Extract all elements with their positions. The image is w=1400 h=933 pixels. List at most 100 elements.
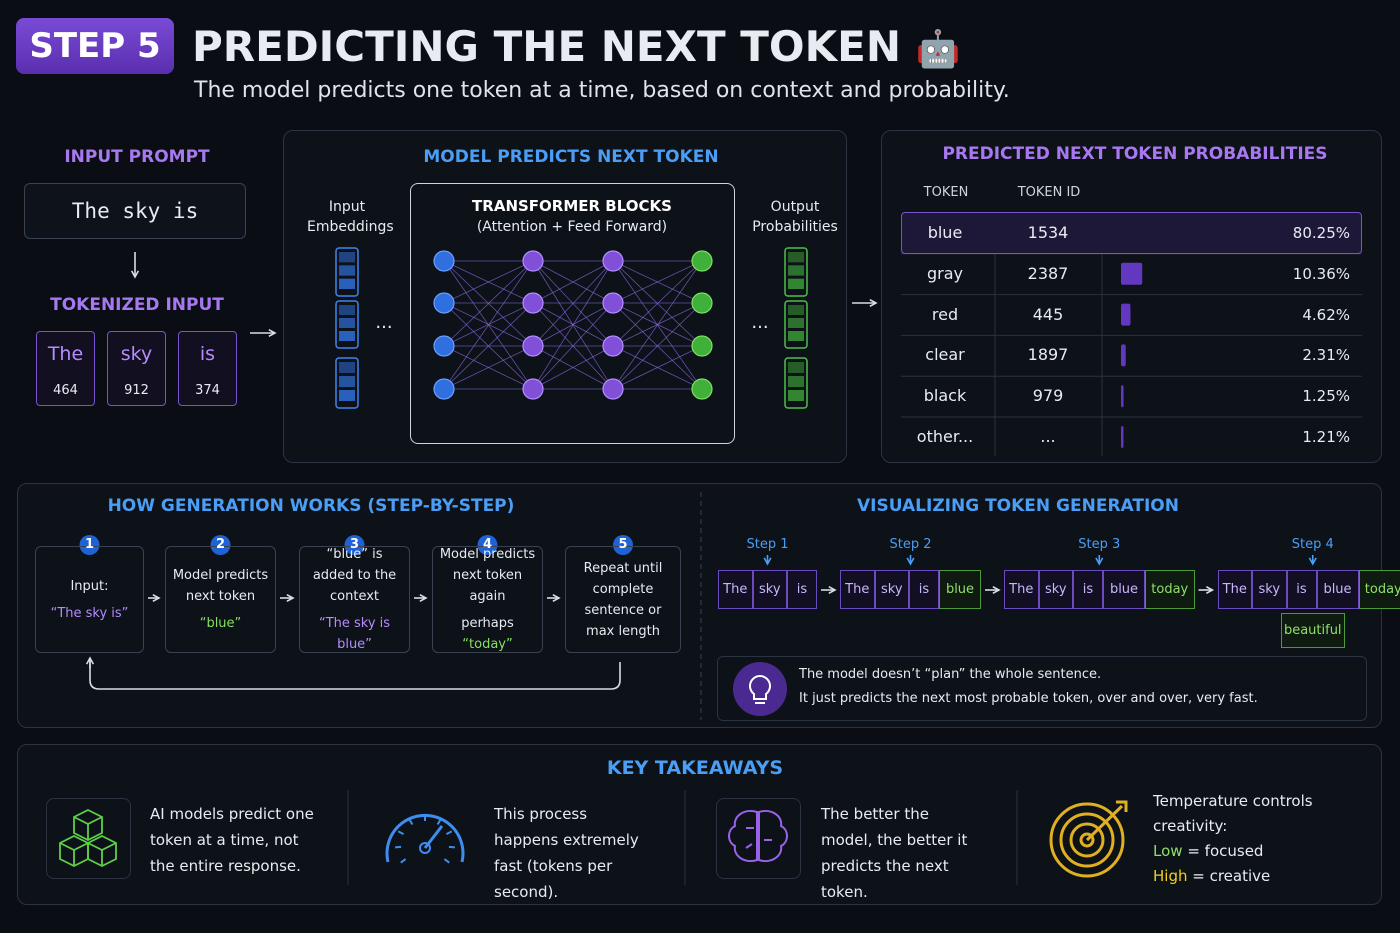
temperature-text: Temperature controls creativity:	[1153, 792, 1313, 835]
token-id-cell: 1897	[1027, 345, 1069, 365]
step-highlight: “blue”	[199, 616, 242, 631]
step-box: Model predicts next token again perhaps “…	[432, 546, 543, 653]
network-edge	[612, 260, 703, 304]
arrow-head	[85, 656, 95, 665]
arrow-head	[869, 298, 878, 308]
highlight-row	[901, 212, 1362, 254]
step-box: Model predicts next token “blue”	[165, 546, 276, 653]
step-text: Input:	[70, 578, 109, 594]
bulb-icon	[749, 674, 771, 704]
step-label: Step 1	[746, 537, 789, 553]
target-ring	[1059, 812, 1115, 868]
output-vector-cell	[788, 265, 804, 276]
gauge-tick	[445, 830, 453, 835]
model-panel	[283, 130, 847, 463]
network-edge	[443, 260, 534, 304]
network-edge	[443, 345, 534, 390]
takeaway-text: The better the model, the better it pred…	[821, 805, 968, 901]
token-id-cell: 1534	[1027, 223, 1069, 242]
network-node	[433, 292, 455, 314]
step-box: Repeat until complete sentence or max le…	[565, 546, 681, 653]
context-token: The	[840, 570, 875, 609]
cube-icon	[73, 808, 103, 842]
low-line: Low = focused	[1153, 839, 1313, 864]
arrow-head	[1205, 585, 1215, 595]
loop-back	[89, 660, 621, 690]
step-badge: STEP 5	[16, 18, 174, 74]
step-highlight-line: “The sky is blue”	[306, 613, 403, 655]
token-text: The	[47, 342, 84, 365]
network-edge	[532, 302, 614, 390]
title-text: PREDICTING THE NEXT TOKEN	[192, 22, 901, 71]
candidate-token: beautiful	[1280, 613, 1345, 648]
arrow-head	[552, 593, 561, 603]
step-number-badge	[477, 535, 498, 555]
takeaway-text: Temperature controls creativity: Low = fo…	[1153, 789, 1313, 889]
gauge-tick	[436, 818, 442, 826]
step-number-badge	[79, 535, 100, 555]
token-cell: red	[931, 304, 959, 324]
step-highlight-line: “blue”	[200, 613, 242, 634]
target-fletch	[1116, 800, 1128, 812]
transformer-box	[410, 183, 735, 444]
output-label: Output Probabilities	[752, 199, 838, 235]
token-cell: blue	[927, 223, 963, 242]
token-id-cell: 979	[1032, 386, 1064, 406]
gauge-tick	[408, 818, 414, 826]
new-token: blue	[939, 570, 981, 609]
target-arrow	[1085, 804, 1124, 842]
arrow-head	[152, 593, 161, 603]
network-edge	[612, 260, 703, 390]
step-number: 3	[349, 537, 360, 553]
probability-label: 2.31%	[1302, 346, 1350, 365]
output-vector-cell	[788, 318, 804, 328]
step-label: Step 3	[1078, 537, 1121, 553]
step-highlight: “The sky is blue”	[318, 616, 391, 652]
high-word: High	[1153, 867, 1188, 885]
input-label: Input Embeddings	[307, 199, 394, 235]
arrow-head	[268, 328, 277, 338]
arrow-head	[419, 593, 428, 603]
arrow-head	[130, 270, 140, 279]
network-edge	[612, 345, 703, 390]
embedding-vector-cell	[339, 390, 355, 401]
gauge-tick	[443, 858, 450, 864]
page-title: PREDICTING THE NEXT TOKEN 🤖	[192, 20, 960, 74]
network-node	[433, 378, 455, 400]
token-cell: clear	[925, 345, 965, 365]
network-node	[602, 292, 624, 314]
context-token: is	[1073, 570, 1103, 609]
step-box: “blue” is added to the context “The sky i…	[299, 546, 410, 653]
step-text: Model predicts next token	[172, 568, 269, 604]
step-highlight: “The sky is”	[50, 605, 129, 621]
network-node	[691, 335, 713, 357]
network-node	[433, 250, 455, 272]
arrow-head	[992, 585, 1001, 595]
bulb-badge	[733, 662, 787, 716]
token-cell: black	[923, 386, 967, 406]
note-box	[717, 656, 1367, 721]
network-edge	[612, 260, 703, 347]
network-node	[522, 250, 544, 272]
context-token: The	[718, 570, 753, 609]
probability-label: 1.25%	[1302, 387, 1350, 406]
target-ring	[1079, 832, 1095, 848]
icon-box	[716, 798, 801, 879]
visualization-heading: VISUALIZING TOKEN GENERATION	[857, 496, 1179, 517]
embedding-vector-cell	[339, 318, 355, 328]
network-node	[691, 292, 713, 314]
network-edge	[532, 345, 614, 390]
step-number-badge	[210, 535, 231, 555]
takeaway-text: This process happens extremely fast (tok…	[494, 805, 639, 901]
probability-bar	[1121, 426, 1124, 448]
output-vector-cell	[788, 252, 804, 263]
step-label: Step 2	[889, 537, 932, 553]
probability-bar	[1121, 344, 1126, 367]
context-token: is	[909, 570, 939, 609]
probability-bar	[1121, 262, 1143, 285]
embedding-vector-cell	[339, 362, 355, 373]
network-edge	[443, 302, 534, 390]
context-token: is	[1286, 570, 1317, 609]
output-vector-cell	[788, 278, 804, 289]
